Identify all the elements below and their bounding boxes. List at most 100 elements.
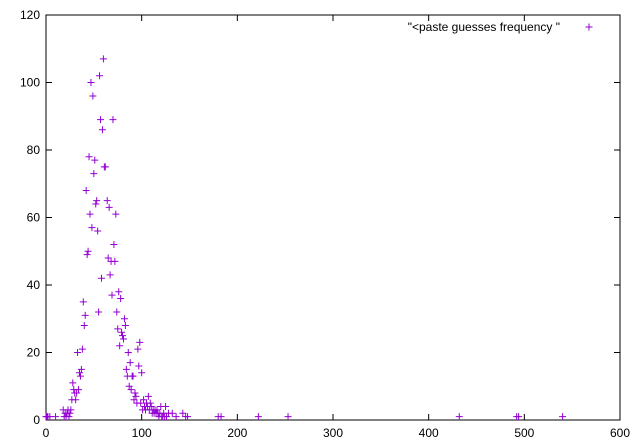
- data-point: [168, 409, 176, 417]
- plot-frame: [45, 14, 621, 421]
- y-tick-label: 80: [27, 143, 41, 157]
- data-point: [172, 413, 180, 421]
- data-point: [88, 224, 96, 232]
- data-point: [90, 170, 98, 178]
- data-point: [72, 396, 80, 404]
- data-point: [108, 291, 116, 299]
- data-point: [103, 197, 111, 205]
- data-point: [217, 413, 225, 421]
- data-point: [132, 392, 140, 400]
- y-tick-label: 0: [33, 413, 40, 427]
- data-point: [125, 382, 133, 390]
- data-point: [140, 396, 148, 404]
- data-point: [97, 116, 105, 124]
- x-tick-label: 0: [43, 426, 50, 440]
- data-point: [110, 241, 118, 248]
- data-point: [80, 322, 88, 329]
- data-point: [101, 163, 109, 171]
- data-point: [77, 365, 85, 373]
- data-point: [114, 325, 122, 333]
- data-point: [106, 271, 114, 279]
- data-point: [83, 251, 91, 259]
- data-point: [97, 274, 105, 282]
- data-point: [79, 298, 87, 306]
- y-tick-label: 100: [20, 76, 40, 90]
- axis-ticks: 0 100 200 300 400 500 600 0 20 40 60 80 100 120: [20, 8, 630, 440]
- data-point: [109, 116, 117, 124]
- data-point: [92, 200, 100, 208]
- data-point: [75, 369, 83, 377]
- data-point: [66, 409, 74, 417]
- data-point: [162, 403, 170, 410]
- data-point: [65, 413, 73, 421]
- data-point: [91, 156, 99, 164]
- data-point: [113, 308, 121, 316]
- data-point: [112, 210, 120, 218]
- data-point: [455, 413, 463, 421]
- data-points: [42, 55, 567, 421]
- data-point: [121, 322, 129, 329]
- data-point: [153, 406, 161, 414]
- data-point: [119, 335, 127, 343]
- data-point: [284, 413, 292, 421]
- data-point: [184, 413, 192, 421]
- data-point: [179, 409, 187, 417]
- data-point: [122, 365, 130, 373]
- data-point: [118, 328, 126, 336]
- x-tick-label: 400: [419, 426, 439, 440]
- data-point: [134, 345, 142, 353]
- x-tick-label: 500: [514, 426, 534, 440]
- data-point: [82, 187, 90, 194]
- data-point: [147, 403, 155, 410]
- data-point: [131, 389, 139, 397]
- data-point: [96, 72, 104, 80]
- data-point: [78, 345, 86, 353]
- legend-marker-symbol: [585, 23, 593, 31]
- data-point: [85, 153, 93, 161]
- data-point: [138, 369, 146, 377]
- x-tick-label: 200: [227, 426, 247, 440]
- data-point: [81, 311, 89, 319]
- data-point: [94, 227, 102, 235]
- y-tick-label: 60: [27, 211, 41, 225]
- data-point: [136, 338, 144, 346]
- legend: "<paste guesses frequency ": [408, 20, 593, 34]
- data-point: [120, 315, 128, 323]
- data-point: [129, 372, 137, 380]
- data-point: [126, 359, 134, 367]
- data-point: [89, 92, 97, 100]
- data-point: [515, 413, 523, 421]
- data-point: [117, 295, 125, 302]
- legend-marker: [585, 23, 593, 31]
- data-point: [559, 413, 567, 421]
- data-point: [116, 342, 124, 350]
- data-point: [111, 257, 119, 265]
- data-point: [127, 386, 135, 394]
- data-point: [69, 379, 77, 387]
- data-point: [105, 203, 113, 211]
- data-point: [67, 406, 75, 414]
- data-point: [135, 362, 143, 370]
- data-point: [84, 247, 92, 255]
- data-point: [146, 399, 154, 407]
- data-point: [52, 413, 60, 421]
- data-point: [119, 332, 127, 340]
- data-point: [87, 79, 95, 86]
- x-tick-label: 300: [323, 426, 343, 440]
- x-tick-label: 600: [610, 426, 630, 440]
- data-point: [75, 386, 83, 394]
- data-point: [76, 372, 84, 380]
- data-point: [98, 126, 106, 134]
- data-point: [95, 308, 103, 316]
- y-tick-label: 40: [27, 278, 41, 292]
- data-point: [104, 254, 112, 262]
- data-point: [74, 349, 82, 356]
- y-tick-label: 20: [27, 346, 41, 360]
- data-point: [254, 413, 262, 421]
- data-point: [124, 349, 132, 356]
- data-point: [144, 392, 152, 400]
- data-point: [99, 55, 107, 63]
- y-tick-label: 120: [20, 8, 40, 22]
